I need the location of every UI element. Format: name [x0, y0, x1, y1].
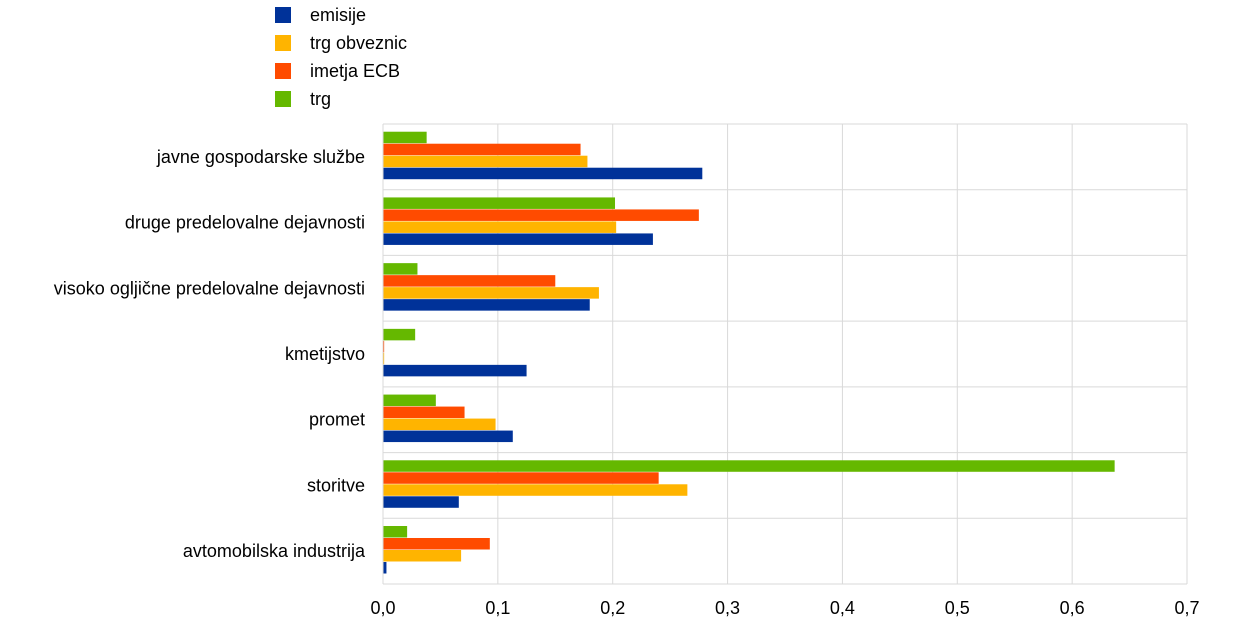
x-tick-label: 0,2	[600, 598, 625, 618]
bar-imetja-ECB-3	[383, 340, 385, 353]
bar-imetja-ECB-1	[383, 209, 699, 221]
bar-trg-3	[383, 328, 416, 341]
category-label: promet	[309, 410, 365, 430]
x-tick-label: 0,7	[1174, 598, 1199, 618]
bar-trg-0	[383, 131, 427, 144]
legend-swatch	[275, 91, 291, 107]
bar-trg-6	[383, 526, 408, 538]
bar-imetja-ECB-0	[383, 143, 581, 156]
bar-emisije-4	[383, 430, 513, 443]
bar-trg-obveznic-0	[383, 155, 588, 168]
bar-trg-obveznic-2	[383, 287, 599, 299]
legend-label: emisije	[310, 5, 366, 25]
bar-emisije-5	[383, 496, 459, 508]
bar-emisije-6	[383, 562, 387, 574]
bar-trg-obveznic-5	[383, 484, 688, 496]
axes: 0,0 0,1 0,2 0,3 0,4 0,5 0,6 0,7 javne gospodarsk…	[54, 124, 1200, 618]
x-tick-label: 0,0	[370, 598, 395, 618]
legend-swatch	[275, 7, 291, 23]
bar-trg-obveznic-4	[383, 418, 496, 431]
bar-emisije-2	[383, 299, 590, 311]
bar-emisije-1	[383, 233, 653, 245]
bar-imetja-ECB-4	[383, 406, 465, 419]
bar-trg-obveznic-3	[383, 352, 385, 365]
legend: emisije trg obveznic imetja ECB trg	[275, 5, 407, 109]
bar-emisije-0	[383, 167, 703, 180]
legend-swatch	[275, 35, 291, 51]
category-label: kmetijstvo	[285, 344, 365, 364]
category-label: visoko ogljične predelovalne dejavnosti	[54, 278, 365, 298]
category-label: javne gospodarske službe	[156, 147, 365, 167]
bar-imetja-ECB-5	[383, 472, 659, 484]
grid	[383, 123, 1188, 585]
bar-trg-obveznic-6	[383, 550, 462, 562]
legend-swatch	[275, 63, 291, 79]
x-tick-label: 0,5	[945, 598, 970, 618]
category-label: avtomobilska industrija	[183, 541, 366, 561]
category-label: storitve	[307, 475, 365, 495]
x-tick-label: 0,1	[485, 598, 510, 618]
bars	[383, 131, 1115, 574]
x-tick-label: 0,4	[830, 598, 855, 618]
legend-label: imetja ECB	[310, 61, 400, 81]
legend-label: trg	[310, 89, 331, 109]
bar-emisije-3	[383, 364, 527, 377]
legend-label: trg obveznic	[310, 33, 407, 53]
bar-trg-4	[383, 394, 436, 407]
bar-trg-obveznic-1	[383, 221, 617, 233]
bar-imetja-ECB-6	[383, 538, 490, 550]
bar-trg-1	[383, 197, 616, 209]
x-tick-label: 0,3	[715, 598, 740, 618]
x-tick-label: 0,6	[1060, 598, 1085, 618]
bar-trg-5	[383, 460, 1115, 472]
bar-imetja-ECB-2	[383, 275, 556, 287]
category-label: druge predelovalne dejavnosti	[125, 213, 365, 233]
bar-trg-2	[383, 263, 418, 275]
